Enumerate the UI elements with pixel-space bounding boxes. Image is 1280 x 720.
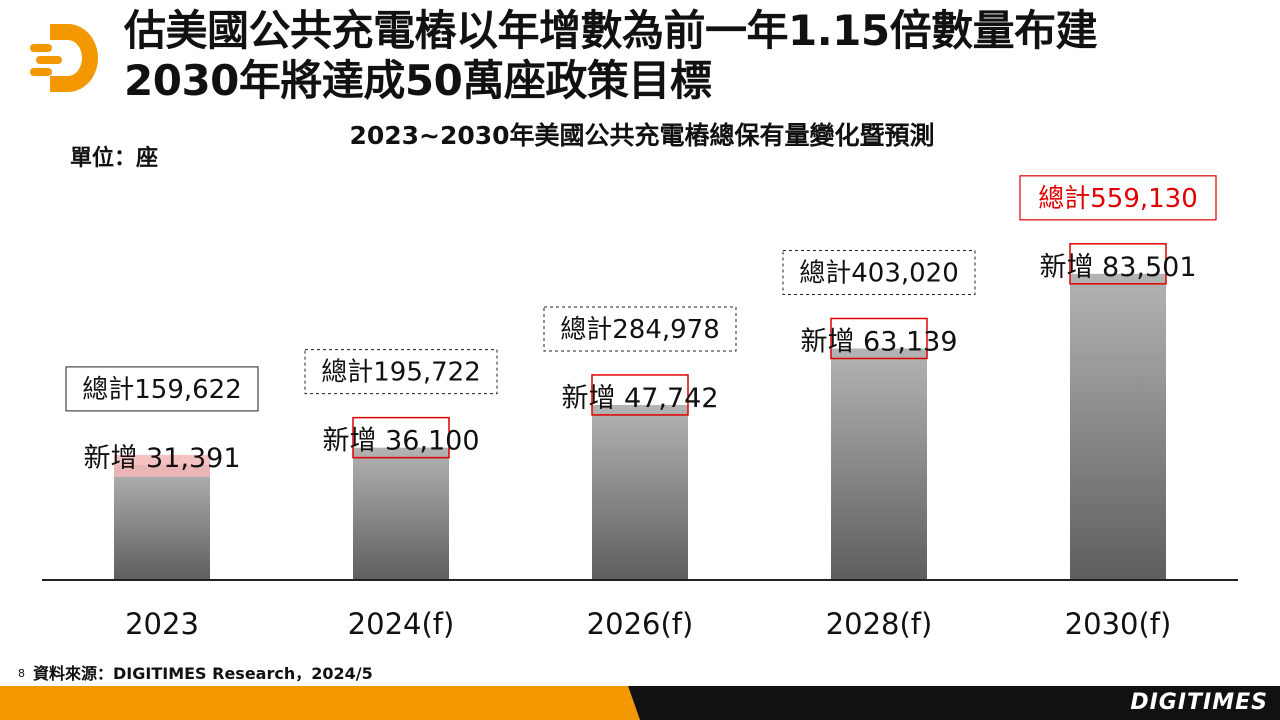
new-value-highlight — [591, 374, 689, 416]
x-tick-label: 2028(f) — [826, 607, 933, 641]
total-label: 總計284,978 — [560, 315, 720, 345]
digitimes-d-logo-icon — [30, 24, 98, 92]
total-label-box — [304, 349, 498, 395]
data-label: 新增 83,501 — [1039, 252, 1196, 283]
data-label: 新增 31,391 — [83, 443, 240, 474]
chart-title: 2023~2030年美國公共充電樁總保有量變化暨預測 — [349, 121, 935, 150]
data-label: 新增 63,139 — [800, 326, 957, 357]
total-label: 總計403,020 — [799, 258, 959, 288]
total-label-box — [782, 249, 976, 295]
total-label: 總計195,722 — [321, 358, 481, 388]
page-title: 估美國公共充電樁以年增數為前一年1.15倍數量布建 2030年將達成50萬座政策… — [124, 6, 1254, 106]
x-tick-label: 2023 — [125, 607, 199, 641]
bar — [114, 464, 210, 580]
footer-bar — [0, 686, 1280, 720]
page-title-line2: 2030年將達成50萬座政策目標 — [124, 56, 712, 105]
data-label: 新增 47,742 — [561, 383, 718, 414]
page-number: 8 — [18, 667, 25, 680]
data-label: 新增 36,100 — [322, 426, 479, 457]
bar — [1070, 273, 1166, 580]
total-label: 總計559,130 — [1038, 184, 1198, 214]
new-value-highlight — [114, 454, 210, 477]
bar — [353, 447, 449, 580]
new-value-highlight — [352, 416, 450, 459]
new-value-highlight — [1069, 243, 1167, 285]
x-tick-label: 2026(f) — [587, 607, 694, 641]
digitimes-brand: DIGITIMES — [1130, 690, 1268, 715]
page-title-line1: 估美國公共充電樁以年增數為前一年1.15倍數量布建 — [124, 6, 1098, 55]
source-note: 8 資料來源：DIGITIMES Research，2024/5 — [18, 660, 373, 684]
unit-label: 單位：座 — [70, 146, 159, 171]
total-label-box — [543, 306, 737, 352]
x-tick-label: 2030(f) — [1065, 607, 1172, 641]
total-label: 總計159,622 — [82, 375, 242, 405]
total-label-box — [1019, 175, 1217, 221]
x-tick-label: 2024(f) — [348, 607, 455, 641]
new-value-highlight — [830, 317, 928, 360]
bar — [831, 348, 927, 580]
source-text: 資料來源：DIGITIMES Research，2024/5 — [33, 664, 373, 683]
bar — [592, 404, 688, 580]
total-label-box — [65, 366, 259, 412]
